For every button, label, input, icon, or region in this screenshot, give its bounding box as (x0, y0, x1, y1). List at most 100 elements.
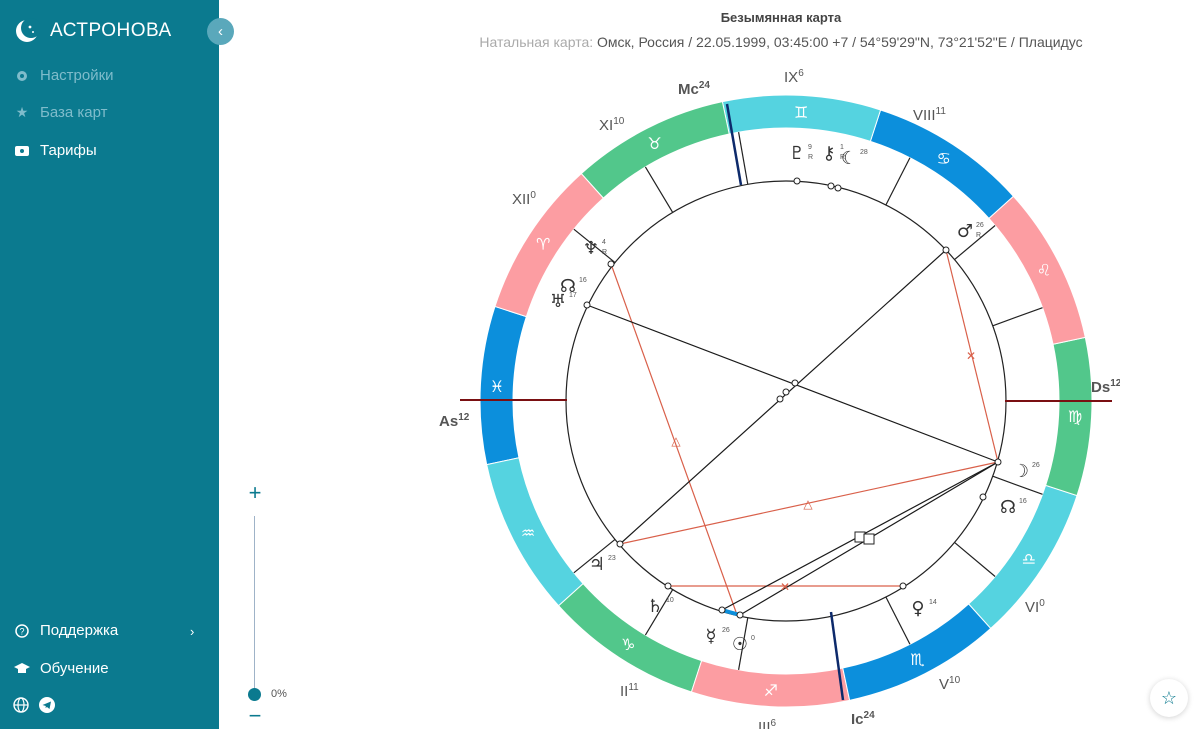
sidebar-item-label: База карт (40, 104, 108, 121)
planet-point (736, 611, 744, 619)
sidebar: АСТРОНОВА Настройки ★ База карт Тарифы ?… (0, 0, 219, 729)
zoom-out-button[interactable]: − (248, 703, 262, 728)
planet-glyph[interactable]: ♄ (647, 596, 663, 617)
zodiac-sign-glyph: ♍ (1068, 407, 1082, 426)
planet-degree: 14 (929, 599, 937, 606)
inner-circle (565, 180, 1007, 622)
house-cusp-line (738, 617, 749, 670)
sidebar-item-learning[interactable]: Обучение (14, 660, 109, 677)
app-logo[interactable]: АСТРОНОВА (14, 18, 172, 44)
planet-degree: 23 (608, 555, 616, 562)
planet-degree: 26 (1032, 462, 1040, 469)
imum-coeli-label: Ic24 (851, 710, 875, 728)
planet-point (899, 582, 907, 590)
planet-degree: 9 (808, 144, 812, 151)
planet-glyph[interactable]: ♆ (583, 238, 599, 259)
planet-point (834, 184, 842, 192)
sidebar-item-label: Поддержка (40, 622, 119, 639)
house-label: III6 (758, 718, 777, 729)
globe-icon[interactable] (13, 697, 29, 713)
graduation-cap-icon (14, 661, 30, 677)
planet-degree: 26 (722, 627, 730, 634)
house-cusp-line (644, 166, 674, 213)
planet-point (994, 458, 1002, 466)
planet-degree: 26 (976, 222, 984, 229)
house-cusp-line (573, 538, 616, 574)
house-cusp-line (954, 225, 996, 261)
planet-retrograde: R (840, 154, 845, 161)
planet-glyph[interactable]: ♀ (911, 598, 924, 619)
house-cusp-line (885, 157, 911, 206)
planet-glyph[interactable]: ♃ (589, 554, 605, 575)
ascendant-label: As12 (439, 412, 470, 430)
zodiac-sign-glyph: ♋ (937, 149, 951, 168)
aspect-marker: ✕ (780, 580, 790, 594)
house-cusp-line (992, 475, 1043, 495)
planet-point (827, 182, 835, 190)
zodiac-sign-glyph: ♐ (764, 681, 778, 700)
svg-text:?: ? (19, 626, 24, 636)
chevron-right-icon[interactable]: › (190, 624, 195, 639)
zoom-in-button[interactable]: + (248, 480, 262, 505)
sidebar-item-settings[interactable]: Настройки (14, 67, 114, 84)
sidebar-item-label: Тарифы (40, 142, 97, 159)
favorite-button[interactable]: ☆ (1150, 679, 1188, 717)
star-icon: ★ (15, 104, 29, 120)
moon-logo-icon (16, 18, 40, 42)
house-cusp-line (954, 541, 996, 577)
aspect-marker: ✕ (966, 349, 976, 363)
sidebar-item-tariffs[interactable]: Тарифы (14, 142, 97, 159)
house-label: IX6 (784, 68, 804, 86)
house-cusp-line (992, 307, 1043, 327)
zoom-slider-track[interactable] (254, 516, 255, 692)
aspect-line (945, 249, 999, 463)
planet-glyph[interactable]: ♂ (957, 221, 973, 242)
planet-retrograde: R (602, 249, 607, 256)
planet-glyph[interactable]: ♇ (789, 143, 805, 164)
sidebar-item-charts[interactable]: ★ База карт (14, 104, 108, 121)
house-label: V10 (939, 675, 961, 693)
aspect-square-marker (863, 533, 875, 545)
house-label: II11 (620, 682, 639, 700)
star-outline-icon: ☆ (1160, 687, 1178, 708)
planet-degree: 10 (666, 597, 674, 604)
card-icon (14, 143, 30, 159)
app-name: АСТРОНОВА (50, 20, 172, 41)
planet-glyph[interactable]: ♅ (550, 291, 566, 312)
planet-point (979, 493, 987, 501)
planet-degree: 0 (751, 635, 755, 642)
aspect-marker: △ (671, 434, 681, 448)
planet-degree: 17 (569, 292, 577, 299)
house-label: XII0 (512, 190, 536, 208)
planet-degree: 16 (579, 277, 587, 284)
zodiac-sign-glyph: ♓ (490, 377, 504, 396)
planet-glyph[interactable]: ☊ (560, 276, 576, 297)
social-links (13, 697, 55, 713)
zodiac-sign-glyph: ♊ (794, 103, 808, 122)
house-cusp-line (738, 132, 749, 185)
planet-glyph[interactable]: ⚷ (822, 143, 835, 164)
zodiac-sign-glyph: ♎ (1022, 550, 1036, 569)
house-label: VI0 (1025, 598, 1045, 616)
telegram-icon[interactable] (39, 697, 55, 713)
planet-glyph[interactable]: ☿ (705, 626, 716, 647)
planet-point (942, 246, 950, 254)
planet-glyph[interactable]: ☉ (732, 634, 748, 655)
subtitle-label: Натальная карта: (479, 34, 594, 50)
subtitle-value: Омск, Россия / 22.05.1999, 03:45:00 +7 /… (597, 34, 1083, 50)
planet-point (664, 582, 672, 590)
planet-glyph[interactable]: ☊ (1000, 497, 1016, 518)
planet-point (718, 606, 726, 614)
house-cusp-line (885, 596, 911, 645)
planet-glyph[interactable]: ☽ (1013, 461, 1029, 482)
planet-glyph[interactable]: ☾ (841, 148, 857, 169)
sidebar-item-support[interactable]: ? Поддержка (14, 622, 209, 639)
collapse-sidebar-button[interactable]: ‹ (207, 18, 234, 45)
planet-point (583, 301, 591, 309)
house-cusp-line (573, 228, 616, 264)
house-label: XI10 (599, 116, 625, 134)
imum-coeli-axis-line (829, 611, 845, 701)
zoom-slider-handle[interactable] (248, 688, 261, 701)
sidebar-item-label: Настройки (40, 67, 114, 84)
chart-title: Безымянная карта (720, 10, 842, 25)
